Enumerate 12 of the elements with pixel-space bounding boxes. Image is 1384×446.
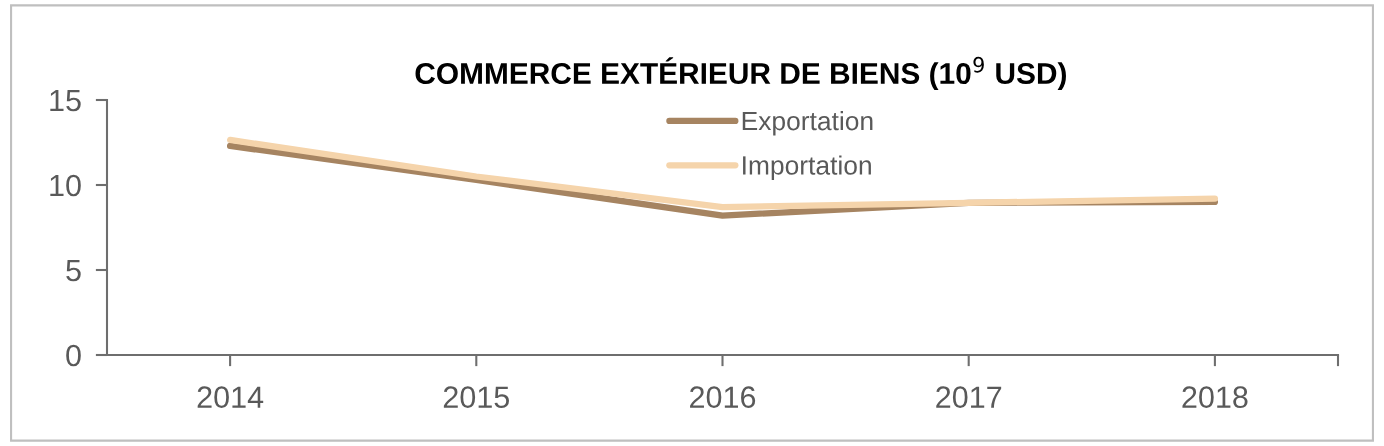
x-tick-label: 2018: [1182, 386, 1248, 408]
y-tick-label: 5: [66, 260, 81, 282]
x-tick-label: 2016: [690, 386, 756, 408]
x-tick-label: 2017: [936, 386, 1002, 408]
chart-title: COMMERCE EXTÉRIEUR DE BIENS (10$^{9}$ USD): [415, 56, 1066, 90]
y-tick-label: 10: [50, 174, 81, 197]
y-tick-label: 15: [50, 90, 81, 112]
legend-label: Exportation: [742, 111, 873, 136]
x-tick-label: 2014: [197, 386, 264, 408]
x-tick-label: 2015: [443, 386, 510, 408]
y-tick-label: 0: [66, 344, 81, 367]
legend-label: Importation: [743, 155, 871, 180]
